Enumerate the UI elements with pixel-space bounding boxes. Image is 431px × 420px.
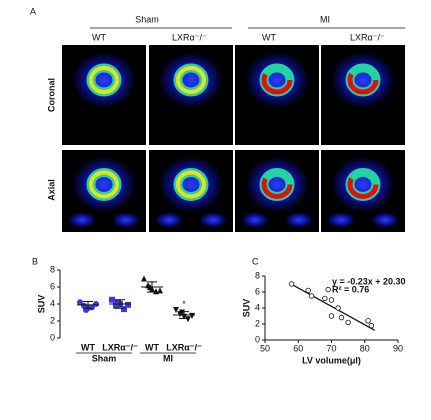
panel-label: A <box>30 6 36 16</box>
data-point <box>325 286 331 293</box>
pet-glow <box>112 212 140 228</box>
fit-line <box>291 283 376 331</box>
pet-glow <box>159 156 223 213</box>
genotype-label: WT <box>262 32 276 42</box>
data-point <box>113 302 119 309</box>
x-axis-label: LV volume(μl) <box>302 355 361 365</box>
pet-ring <box>176 170 206 199</box>
pet-glow <box>327 212 355 228</box>
pet-ring <box>347 169 379 199</box>
data-point <box>368 322 375 329</box>
data-point <box>322 295 328 302</box>
group-label: MI <box>163 353 173 363</box>
pet-glow <box>331 52 395 108</box>
data-point <box>89 304 95 311</box>
data-point <box>115 299 121 306</box>
pet-ring <box>89 66 119 94</box>
data-point <box>157 287 163 294</box>
x-tick-label: LXRα⁻/⁻ <box>166 342 202 352</box>
genotype-label: WT <box>92 32 106 42</box>
y-axis-label: SUV <box>241 299 251 318</box>
data-point <box>328 313 335 319</box>
data-point <box>305 287 311 294</box>
data-point <box>125 301 131 308</box>
y-tick-label: 8 <box>50 264 55 274</box>
pet-glow <box>68 212 96 228</box>
annotation: * <box>182 299 186 309</box>
x-tick-label: 80 <box>360 343 370 353</box>
pet-images <box>62 45 405 232</box>
pet-glow <box>159 52 223 108</box>
y-tick-label: 4 <box>255 302 260 312</box>
pet-glow <box>245 156 309 213</box>
pet-glow <box>72 52 136 108</box>
data-point <box>288 281 295 287</box>
equation: y = -0.23x + 20.30 <box>332 276 406 286</box>
data-point <box>109 296 115 303</box>
y-tick-label: 2 <box>255 318 260 328</box>
data-point <box>365 318 371 324</box>
pet-glow <box>245 52 309 108</box>
pet-ring <box>261 169 293 199</box>
y-tick-label: 4 <box>50 298 55 308</box>
x-tick-label: LXRα⁻/⁻ <box>102 342 138 352</box>
x-tick-label: 70 <box>326 343 336 353</box>
data-point <box>185 316 191 323</box>
row-label: Axial <box>46 179 56 201</box>
pet-ring <box>176 66 206 94</box>
genotype-label: LXRα⁻/⁻ <box>350 32 385 42</box>
r-squared: R² = 0.76 <box>332 284 369 294</box>
y-axis-label: SUV <box>36 295 46 314</box>
y-tick-label: 6 <box>50 281 55 291</box>
panel-label: B <box>32 256 38 266</box>
genotype-label: LXRα⁻/⁻ <box>172 32 207 42</box>
pet-glow <box>72 156 136 213</box>
x-tick-label: WT <box>145 342 159 352</box>
pet-glow <box>371 212 399 228</box>
data-point <box>121 306 127 313</box>
x-tick-label: 50 <box>260 343 270 353</box>
pet-glow <box>241 212 269 228</box>
x-tick-label: 60 <box>293 343 303 353</box>
pet-glow <box>285 212 313 228</box>
data-point <box>173 306 179 313</box>
data-point <box>335 305 341 311</box>
pet-ring <box>347 65 379 95</box>
group-label: MI <box>320 14 330 24</box>
y-tick-label: 0 <box>255 334 260 344</box>
pet-ring <box>89 170 119 199</box>
y-tick-label: 0 <box>50 332 55 342</box>
pet-glow <box>155 212 183 228</box>
y-tick-label: 8 <box>255 270 260 280</box>
pet-glow <box>331 156 395 213</box>
group-label: Sham <box>135 14 159 24</box>
data-point <box>189 312 195 319</box>
pet-ring <box>261 65 293 95</box>
y-tick-label: 2 <box>50 315 55 325</box>
data-point <box>179 309 185 316</box>
data-point <box>338 314 345 321</box>
x-tick-label: 90 <box>393 343 403 353</box>
x-tick-label: WT <box>81 342 95 352</box>
group-label: Sham <box>92 353 117 363</box>
pet-glow <box>199 212 227 228</box>
y-tick-label: 6 <box>255 286 260 296</box>
data-point <box>328 297 335 303</box>
data-point <box>141 275 147 282</box>
data-point <box>93 301 99 307</box>
data-point <box>77 299 83 306</box>
panel-label: C <box>252 256 259 266</box>
row-label: Coronal <box>46 78 56 112</box>
data-point <box>345 319 351 326</box>
data-point <box>308 293 315 299</box>
